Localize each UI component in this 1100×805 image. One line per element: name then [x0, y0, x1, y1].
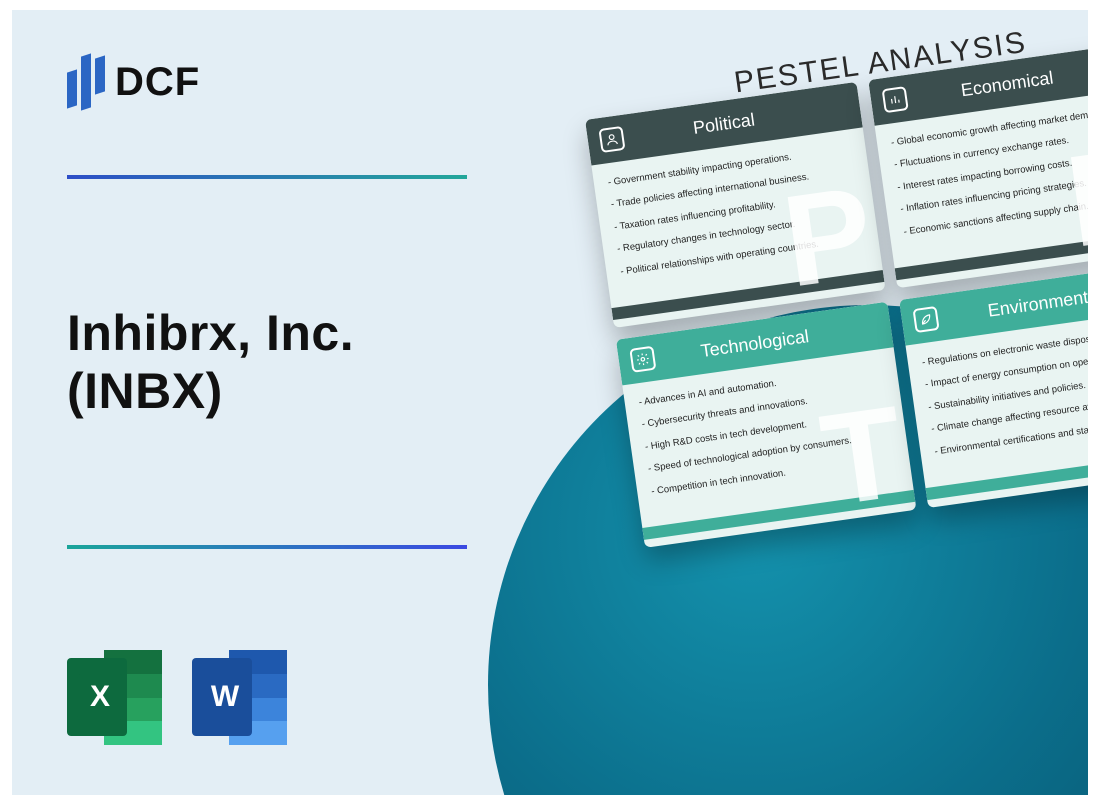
- word-letter: W: [202, 674, 248, 720]
- logo-bars-icon: [67, 55, 105, 109]
- logo-text: DCF: [115, 60, 200, 105]
- card-title: Economical: [960, 67, 1055, 101]
- card-environment: Environment E - Regulations on electroni…: [899, 262, 1088, 508]
- logo: DCF: [67, 55, 200, 109]
- card-list: - Government stability impacting operati…: [607, 143, 865, 277]
- excel-letter: X: [77, 674, 123, 720]
- app-icons: X W: [67, 650, 287, 745]
- page-title: Inhibrx, Inc.(INBX): [67, 305, 354, 420]
- divider-top: [67, 175, 467, 179]
- leaf-icon: [913, 306, 940, 333]
- card-list: - Advances in AI and automation. - Cyber…: [638, 363, 896, 497]
- card-technological: Technological T - Advances in AI and aut…: [616, 302, 917, 548]
- card-economical: Economical E - Global economic growth af…: [868, 42, 1088, 288]
- card-list: - Regulations on electronic waste dispos…: [921, 323, 1088, 457]
- word-icon: W: [192, 650, 287, 745]
- canvas: DCF Inhibrx, Inc.(INBX) X W PESTEL ANALY…: [12, 10, 1088, 795]
- card-political: Political P - Government stability impac…: [585, 82, 886, 328]
- card-title: Technological: [699, 326, 810, 362]
- card-title: Environment: [986, 286, 1088, 321]
- gear-icon: [629, 346, 656, 373]
- person-icon: [598, 126, 625, 153]
- pestel-grid: Political P - Government stability impac…: [585, 42, 1088, 548]
- card-list: - Global economic growth affecting marke…: [890, 103, 1088, 237]
- excel-icon: X: [67, 650, 162, 745]
- card-title: Political: [692, 109, 756, 138]
- bars-icon: [882, 86, 909, 113]
- divider-bottom: [67, 545, 467, 549]
